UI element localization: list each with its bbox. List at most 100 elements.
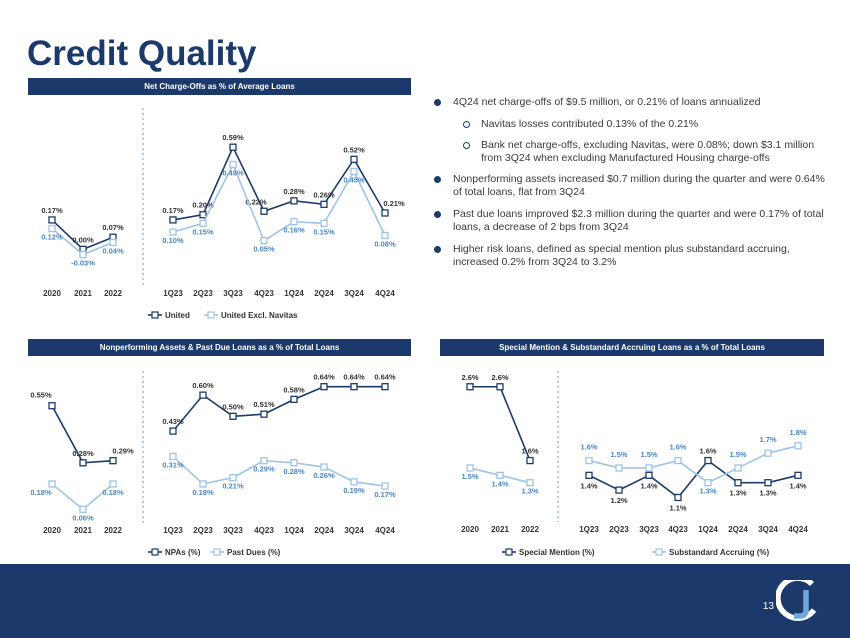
data-label: 0.64% — [343, 373, 365, 382]
data-label: 0.51% — [253, 400, 275, 409]
x-tick-label: 2021 — [74, 289, 92, 298]
bullet-marker-icon — [463, 121, 470, 128]
data-label: 0.28% — [283, 187, 305, 196]
data-label: 1.6% — [669, 443, 686, 452]
data-label: 0.64% — [313, 373, 335, 382]
data-label: 1.4% — [789, 481, 806, 490]
data-point-marker — [109, 480, 117, 488]
x-tick-label: 2Q24 — [314, 289, 334, 298]
legend-label: Special Mention (%) — [519, 548, 595, 557]
data-label: 0.55% — [30, 391, 52, 400]
data-point-marker — [320, 383, 328, 391]
data-label: 1.8% — [789, 428, 806, 437]
series-line — [588, 459, 799, 499]
data-label: 0.29% — [112, 447, 134, 456]
x-tick-label: 2Q24 — [728, 525, 748, 534]
data-label: 1.4% — [491, 479, 508, 488]
data-point-marker — [350, 167, 358, 176]
x-tick-label: 1Q24 — [284, 526, 304, 535]
x-tick-label: 4Q24 — [375, 289, 395, 298]
data-label: 0.17% — [162, 206, 184, 215]
data-point-marker — [79, 250, 87, 259]
bullet-text: Higher risk loans, defined as special me… — [453, 243, 790, 268]
data-label: 0.60% — [192, 381, 214, 390]
data-point-marker — [585, 456, 593, 465]
series-line — [172, 162, 386, 242]
data-point-marker — [290, 395, 298, 404]
data-point-marker — [199, 480, 207, 488]
data-point-marker — [109, 238, 117, 247]
x-tick-label: 4Q24 — [375, 526, 395, 535]
bullet-item: Past due loans improved $2.3 million dur… — [432, 208, 827, 234]
data-label: 1.2% — [610, 496, 627, 505]
x-tick-label: 4Q23 — [254, 526, 274, 535]
x-tick-label: 2022 — [521, 525, 539, 534]
x-tick-label: 3Q24 — [344, 289, 364, 298]
bullet-text: Bank net charge-offs, excluding Navitas,… — [481, 139, 815, 164]
x-tick-label: 1Q24 — [284, 289, 304, 298]
x-tick-label: 2020 — [461, 525, 479, 534]
data-point-marker — [320, 200, 328, 208]
bullet-text: Navitas losses contributed 0.13% of the … — [481, 118, 699, 130]
data-label: 1.1% — [669, 503, 686, 512]
data-point-marker — [496, 471, 504, 479]
series-line — [172, 455, 386, 487]
x-tick-label: 2022 — [104, 526, 122, 535]
data-point-marker — [48, 402, 56, 410]
data-point-marker — [645, 471, 653, 479]
data-label: 1.4% — [580, 481, 597, 490]
x-tick-label: 3Q24 — [758, 525, 778, 534]
data-point-marker — [466, 383, 474, 391]
data-label: 0.18% — [192, 488, 214, 497]
x-tick-label: 2020 — [43, 289, 61, 298]
data-point-marker — [794, 471, 802, 479]
data-label: 0.43% — [162, 417, 184, 426]
data-point-marker — [229, 160, 237, 169]
data-point-marker — [290, 217, 298, 226]
data-label: 0.49% — [222, 169, 244, 178]
data-label: 0.07% — [102, 223, 124, 232]
bullet-marker-icon — [463, 142, 470, 149]
legend-label: United Excl. Navitas — [221, 311, 298, 320]
bullet-item: Nonperforming assets increased $0.7 mill… — [432, 173, 827, 199]
data-point-marker — [320, 463, 328, 471]
bullet-marker-icon — [434, 211, 441, 218]
data-label: 1.7% — [759, 435, 776, 444]
data-label: 0.12% — [41, 233, 63, 242]
bullet-text: Past due loans improved $2.3 million dur… — [453, 208, 824, 233]
data-point-marker — [794, 442, 802, 450]
data-label: 1.6% — [699, 447, 716, 456]
data-label: 0.21% — [222, 482, 244, 491]
data-label: 0.08% — [374, 239, 396, 248]
data-label: 2.6% — [461, 373, 478, 382]
legend-label: United — [165, 311, 190, 320]
data-label: 0.26% — [313, 471, 335, 480]
commentary-bullets: 4Q24 net charge-offs of $9.5 million, or… — [432, 96, 827, 278]
data-point-marker — [526, 456, 534, 465]
data-point-marker — [199, 391, 207, 399]
data-label: 0.10% — [162, 236, 184, 245]
data-point-marker — [48, 224, 56, 233]
x-tick-label: 4Q23 — [254, 289, 274, 298]
npa-chart-title: Nonperforming Assets & Past Due Loans as… — [28, 339, 411, 356]
data-point-marker — [48, 216, 56, 224]
data-label: 0.28% — [72, 449, 94, 458]
legend-marker-icon — [151, 311, 159, 319]
x-tick-label: 3Q23 — [639, 525, 659, 534]
data-point-marker — [169, 427, 177, 435]
legend-label: Past Dues (%) — [227, 548, 281, 557]
data-label: 0.18% — [102, 488, 124, 497]
data-label: 1.5% — [610, 450, 627, 459]
data-point-marker — [526, 479, 534, 487]
x-tick-label: 4Q23 — [668, 525, 688, 534]
data-point-marker — [79, 459, 87, 467]
data-point-marker — [79, 505, 87, 513]
data-point-marker — [199, 211, 207, 219]
data-label: 0.19% — [343, 486, 365, 495]
x-tick-label: 2Q24 — [314, 526, 334, 535]
x-tick-label: 2Q23 — [193, 289, 213, 298]
x-tick-label: 4Q24 — [788, 525, 808, 534]
data-point-marker — [260, 457, 268, 465]
legend-marker-icon — [213, 548, 221, 556]
data-point-marker — [764, 449, 772, 457]
